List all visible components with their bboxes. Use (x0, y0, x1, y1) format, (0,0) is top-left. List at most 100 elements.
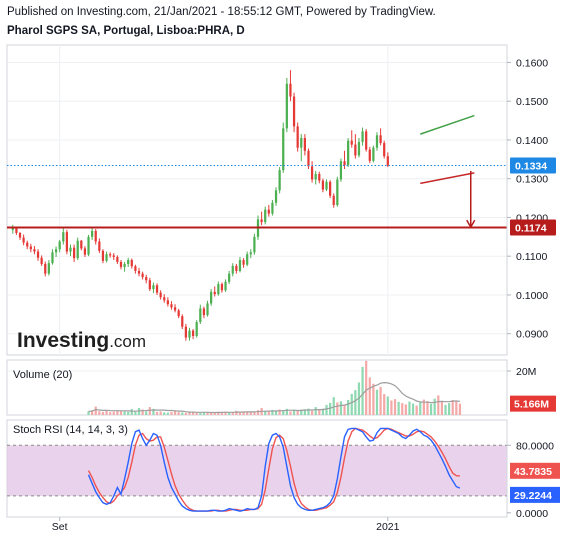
candle-body (130, 260, 133, 267)
candle-body (321, 180, 325, 190)
volume-bar (199, 413, 202, 415)
volume-bar (451, 400, 454, 415)
volume-bar (321, 408, 325, 415)
candle-body (188, 330, 191, 338)
candle-body (36, 251, 40, 258)
volume-pane[interactable]: Volume (20) (6, 359, 508, 416)
volume-bar (339, 401, 343, 415)
candle-body (181, 316, 184, 327)
volume-bar (437, 395, 440, 415)
volume-bar (383, 394, 386, 415)
candle-body (105, 254, 108, 261)
volume-bar (130, 409, 133, 415)
candle-body (72, 247, 76, 259)
candle-body (365, 131, 368, 150)
candle-body (94, 231, 97, 242)
volume-bar (228, 412, 231, 415)
candle-body (123, 263, 126, 268)
candle-body (80, 240, 83, 249)
price-tick-label: 0.1600 (516, 57, 548, 69)
price-overlays (7, 114, 507, 229)
candle-body (368, 149, 371, 161)
volume-bar (365, 360, 368, 415)
volume-bar (307, 408, 310, 415)
candle-body (282, 128, 285, 171)
candle-body (296, 126, 299, 148)
volume-bar (134, 411, 137, 415)
price-tick-label: 0.0900 (516, 329, 548, 341)
support-price-badge-bg (510, 219, 556, 236)
volume-bar (91, 410, 94, 415)
volume-bar (246, 411, 249, 415)
price-axis[interactable]: 0.16000.15000.14000.13000.12000.11000.10… (506, 45, 556, 355)
support-price-badge: 0.1174 (515, 223, 547, 235)
candle-body (343, 161, 346, 166)
candle-body (314, 174, 317, 180)
candle-body (15, 228, 18, 233)
time-axis[interactable]: Set 2021 (7, 516, 507, 533)
candle-body (235, 265, 238, 271)
stoch-title: Stoch RSI (14, 14, 3, 3) (13, 424, 128, 436)
volume-bar (141, 409, 144, 415)
symbol-title: Pharol SGPS SA, Portugal, Lisboa:PHRA, D (7, 25, 245, 37)
volume-bar (285, 408, 288, 415)
candle-body (231, 265, 234, 274)
candle-body (361, 131, 364, 142)
investing-logo: Investing.com (17, 329, 146, 352)
price-pane[interactable]: Investing.com (6, 44, 508, 356)
candle-body (51, 252, 54, 264)
volume-bar (289, 411, 292, 415)
volume-bar (328, 402, 332, 415)
candle-body (44, 263, 47, 274)
volume-bar (123, 411, 126, 415)
candle-body (29, 246, 32, 250)
candle-body (386, 156, 389, 166)
volume-bar (390, 400, 393, 415)
candle-body (224, 281, 227, 291)
volume-bar (220, 412, 224, 415)
volume-bar (173, 410, 177, 415)
volume-bar (372, 383, 375, 415)
candle-body (18, 232, 22, 238)
volume-bar (415, 405, 418, 415)
volume-bar (195, 412, 198, 415)
volume-bar (282, 410, 285, 415)
stoch-pane[interactable]: Stoch RSI (14, 14, 3, 3) (6, 419, 508, 518)
volume-tick-label: 20M (516, 366, 536, 378)
price-grid (7, 45, 507, 355)
stoch-d-line (87, 427, 460, 512)
stoch-k-badge: 29.2244 (514, 490, 552, 502)
volume-bar (224, 411, 227, 415)
candle-body (109, 254, 112, 256)
last-price-badge-bg (510, 157, 556, 174)
volume-bar (109, 412, 112, 415)
candle-body (40, 257, 43, 264)
stoch-tick-label: 0.0000 (516, 508, 548, 520)
volume-bar (361, 366, 364, 415)
volume-bar (393, 399, 397, 415)
volume-bar (347, 400, 350, 415)
price-tick-label: 0.1500 (516, 96, 548, 108)
volume-bar (112, 411, 115, 415)
candle-body (357, 141, 361, 156)
candle-body (170, 304, 173, 308)
volume-axis: 20M 5.166M (506, 360, 556, 415)
volume-bar (94, 406, 97, 415)
candle-body (318, 174, 321, 181)
candle-body (22, 237, 25, 243)
candle-body (101, 250, 105, 261)
support-trendline (420, 172, 475, 185)
volume-bar (127, 411, 130, 415)
candle-body (267, 209, 270, 214)
candle-body (372, 147, 375, 161)
candle-body (289, 83, 292, 97)
candle-body (62, 232, 65, 242)
candle-body (166, 300, 169, 305)
volume-bar (379, 386, 382, 415)
volume-bar (455, 401, 458, 415)
candle-body (325, 181, 328, 190)
volume-bar (404, 404, 407, 415)
candle-body (307, 150, 310, 167)
candle-body (33, 249, 36, 252)
